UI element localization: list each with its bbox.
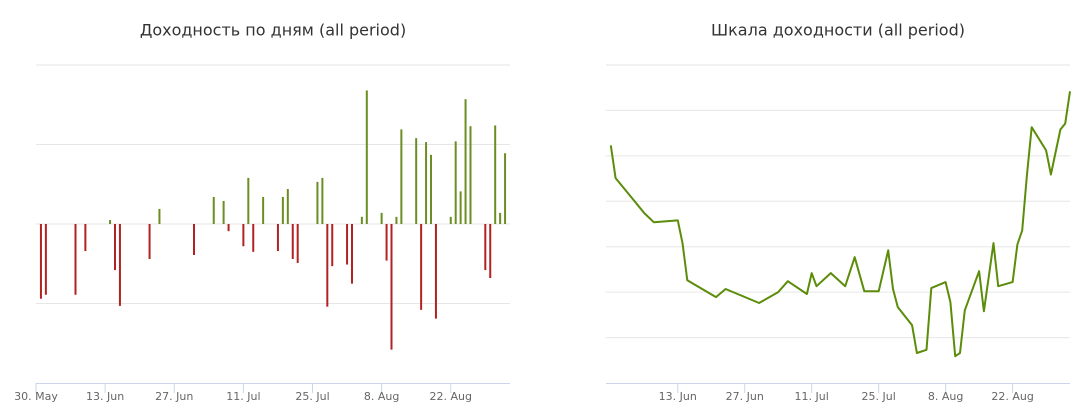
bar — [276, 224, 279, 252]
bar — [351, 224, 353, 284]
bar — [346, 224, 349, 265]
bar — [360, 216, 363, 224]
bar — [247, 177, 250, 224]
bar — [114, 224, 116, 271]
bar — [365, 90, 368, 224]
bar — [252, 224, 255, 252]
bar — [44, 224, 47, 295]
x-tick-label: 30. May — [14, 390, 58, 403]
bar — [499, 212, 502, 224]
bar — [286, 189, 289, 224]
x-tick-label: 11. Jul — [226, 390, 260, 403]
bar — [484, 224, 487, 271]
bar — [296, 224, 299, 263]
bar — [242, 224, 245, 247]
x-tick-label: 13. Jun — [659, 390, 697, 403]
x-tick-label: 8. Aug — [364, 390, 399, 403]
bar — [459, 191, 462, 224]
bar — [425, 142, 428, 224]
line — [609, 91, 1071, 358]
chart-title: Доходность по дням (all period) — [140, 21, 406, 40]
x-tick-label: 22. Aug — [991, 390, 1033, 403]
bar — [504, 153, 507, 224]
bar — [390, 224, 393, 350]
x-tick-label: 25. Jul — [295, 390, 329, 403]
bar — [227, 224, 230, 232]
bar — [469, 126, 472, 224]
x-tick-label: 8. Aug — [928, 390, 963, 403]
bar — [385, 224, 388, 261]
bar — [316, 181, 319, 224]
bar — [222, 200, 225, 224]
bar — [281, 196, 284, 224]
bar — [39, 224, 42, 299]
bar — [395, 216, 398, 224]
bar — [430, 154, 432, 224]
bar — [415, 138, 418, 224]
bar — [84, 224, 87, 252]
x-tick-label: 13. Jun — [86, 390, 124, 403]
bar — [331, 224, 334, 267]
x-tick-label: 27. Jun — [155, 390, 193, 403]
bar — [489, 224, 492, 279]
bar — [380, 212, 383, 224]
bar — [193, 224, 195, 256]
bar — [74, 224, 77, 295]
x-tick-label: 11. Jul — [795, 390, 829, 403]
x-tick-label: 22. Aug — [430, 390, 472, 403]
x-tick-label: 25. Jul — [862, 390, 896, 403]
bar — [326, 224, 329, 307]
x-tick-label: 27. Jun — [726, 390, 764, 403]
bar — [109, 220, 112, 224]
bar — [494, 125, 497, 224]
bar — [464, 99, 467, 224]
bar — [158, 208, 161, 224]
bar — [434, 224, 437, 319]
bar — [262, 196, 265, 224]
bar — [420, 224, 423, 310]
bar — [118, 224, 121, 306]
bar — [291, 224, 294, 259]
bar — [148, 224, 151, 259]
bar — [212, 196, 215, 224]
bar — [449, 216, 452, 224]
bar — [321, 177, 324, 224]
bar — [400, 129, 403, 224]
bar — [454, 141, 457, 224]
chart-title: Шкала доходности (all period) — [711, 21, 965, 40]
